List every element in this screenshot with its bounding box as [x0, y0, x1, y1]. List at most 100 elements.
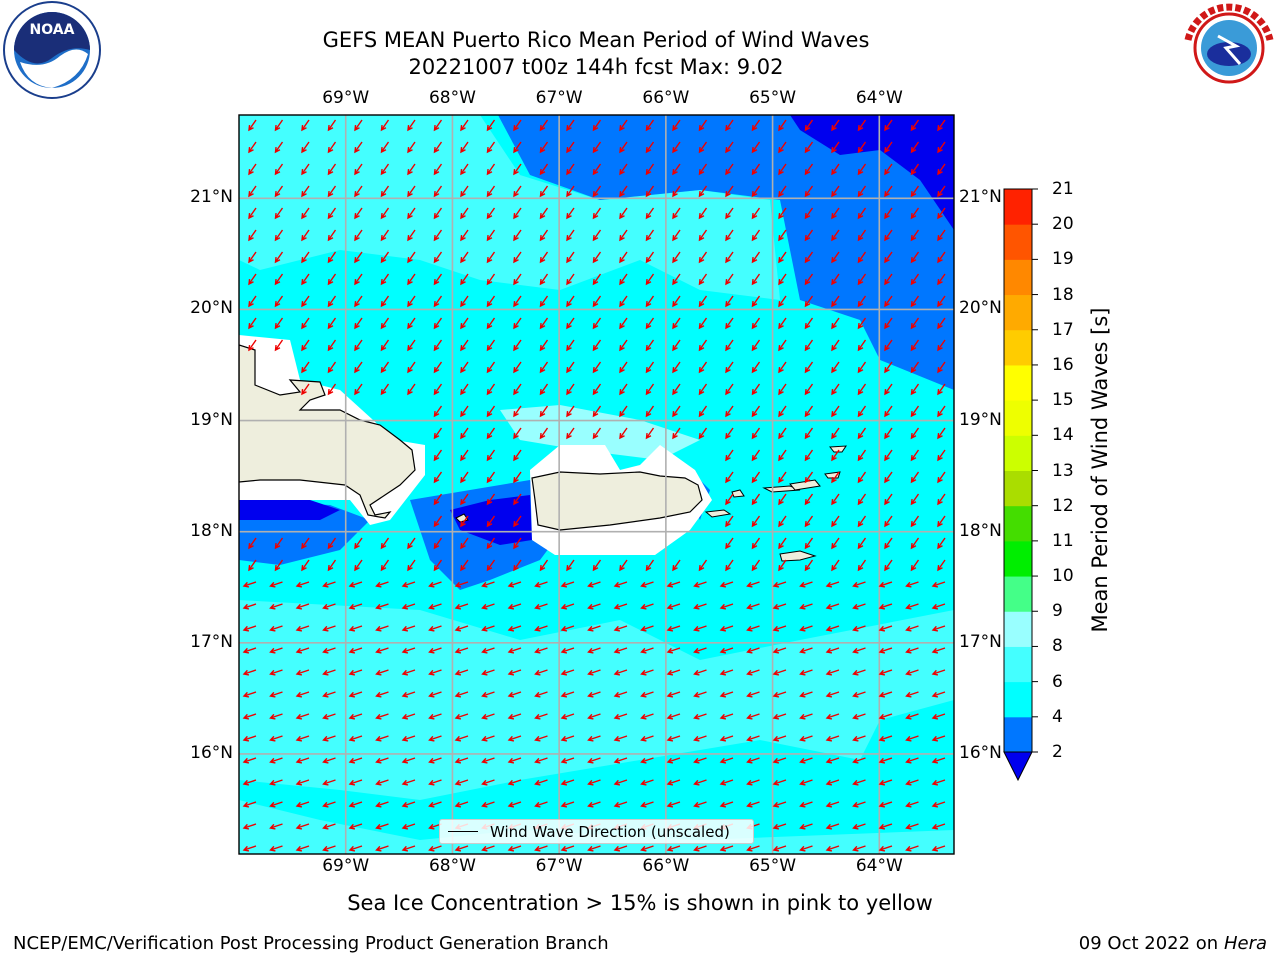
wind-wave-arrow: [274, 141, 284, 154]
wind-wave-arrow: [698, 273, 708, 286]
colorbar-segment: [1004, 576, 1032, 612]
wind-wave-arrow: [937, 207, 946, 220]
wind-wave-arrow: [348, 603, 363, 610]
wind-wave-arrow: [433, 383, 443, 396]
wind-wave-arrow: [534, 603, 548, 610]
wind-wave-arrow: [799, 845, 813, 852]
wind-wave-arrow: [857, 317, 867, 330]
wind-wave-arrow: [534, 691, 548, 698]
wind-wave-arrow: [857, 383, 867, 396]
wind-wave-arrow: [746, 669, 760, 676]
field-patch-8s-edge: [239, 800, 954, 854]
puerto-rico-coast: [531, 471, 703, 531]
wind-wave-arrow: [910, 141, 920, 154]
wind-wave-arrow: [454, 735, 469, 742]
wind-wave-arrow: [348, 581, 363, 588]
wind-wave-arrow: [327, 119, 337, 132]
wind-wave-arrow: [910, 361, 920, 374]
wind-wave-arrow: [375, 603, 389, 610]
wind-wave-arrow: [645, 427, 655, 440]
wind-wave-arrow: [560, 669, 575, 676]
wind-wave-arrow: [778, 163, 787, 176]
wind-wave-arrow: [433, 185, 443, 198]
wind-wave-arrow: [772, 691, 787, 698]
wind-wave-arrow: [910, 427, 920, 440]
wind-wave-arrow: [772, 735, 787, 742]
wind-wave-arrow: [587, 779, 601, 786]
lat-label-right: 21°N: [959, 187, 1002, 208]
wind-wave-arrow: [507, 603, 522, 610]
wind-wave-arrow: [910, 449, 920, 462]
wind-wave-arrow: [534, 669, 548, 676]
wind-wave-arrow: [248, 251, 257, 264]
wind-wave-arrow: [666, 647, 681, 654]
wind-wave-arrow: [937, 559, 946, 572]
wind-wave-arrow: [910, 207, 920, 220]
wind-wave-arrow: [269, 735, 283, 742]
wind-wave-arrow: [645, 163, 655, 176]
wind-wave-arrow: [322, 713, 336, 720]
wind-wave-arrow: [645, 119, 655, 132]
wind-wave-arrow: [645, 383, 655, 396]
wind-wave-arrow: [931, 823, 946, 830]
wind-wave-arrow: [831, 361, 840, 374]
wind-wave-arrow: [433, 493, 443, 506]
wind-wave-arrow: [672, 383, 681, 396]
wind-wave-arrow: [698, 559, 708, 572]
wind-wave-arrow: [645, 207, 655, 220]
wind-wave-arrow: [587, 713, 601, 720]
wind-wave-arrow: [640, 603, 654, 610]
wind-wave-arrow: [804, 141, 814, 154]
wind-wave-arrow: [348, 647, 363, 654]
lat-label-right: 19°N: [959, 409, 1002, 430]
wind-wave-arrow: [587, 625, 601, 632]
wind-wave-arrow: [274, 273, 284, 286]
wind-wave-arrow: [354, 251, 363, 264]
wind-wave-arrow: [380, 361, 390, 374]
wind-wave-arrow: [534, 647, 548, 654]
wind-wave-arrow: [460, 471, 469, 484]
wind-wave-arrow: [751, 449, 761, 462]
wind-wave-arrow: [910, 295, 920, 308]
machine-name: Hera: [1223, 933, 1267, 954]
wind-wave-arrow: [613, 801, 628, 808]
wind-wave-arrow: [931, 625, 946, 632]
wind-wave-arrow: [746, 581, 760, 588]
wind-wave-arrow: [831, 119, 840, 132]
wind-wave-arrow: [513, 163, 522, 176]
lat-label-left: 19°N: [190, 409, 233, 430]
wind-wave-arrow: [248, 339, 257, 352]
wind-wave-arrow: [619, 361, 628, 374]
lon-label-top: 65°W: [749, 88, 797, 108]
lon-label-bottom: 65°W: [749, 856, 797, 876]
lat-label-left: 21°N: [190, 187, 233, 208]
colorbar-tick-label: 18: [1052, 284, 1074, 305]
wind-wave-arrow: [513, 251, 522, 264]
wind-wave-arrow: [375, 801, 389, 808]
wind-wave-arrow: [327, 141, 337, 154]
wind-wave-arrow: [613, 845, 628, 852]
wind-wave-arrow: [693, 757, 707, 764]
wind-wave-arrow: [301, 163, 310, 176]
wind-wave-arrow: [884, 207, 893, 220]
wind-wave-arrow: [825, 801, 840, 808]
wind-wave-arrow: [401, 823, 416, 830]
wind-wave-arrow: [884, 383, 893, 396]
wind-wave-arrow: [507, 779, 522, 786]
wind-wave-arrow: [513, 339, 522, 352]
wind-wave-arrow: [799, 801, 813, 808]
wind-wave-arrow: [322, 625, 336, 632]
wind-wave-arrow: [248, 207, 257, 220]
colorbar-tick-label: 21: [1052, 179, 1074, 199]
wind-wave-arrow: [725, 361, 734, 374]
wind-wave-arrow: [804, 163, 814, 176]
wind-wave-arrow: [831, 515, 840, 528]
wind-wave-arrow: [460, 295, 469, 308]
wind-wave-arrow: [407, 559, 416, 572]
lon-label-top: 67°W: [535, 88, 583, 108]
field-patch-9s: [500, 405, 700, 460]
wind-wave-arrow: [698, 119, 708, 132]
hispaniola-coast: [239, 344, 416, 519]
wind-wave-arrow: [693, 713, 707, 720]
wind-wave-arrow: [804, 515, 814, 528]
